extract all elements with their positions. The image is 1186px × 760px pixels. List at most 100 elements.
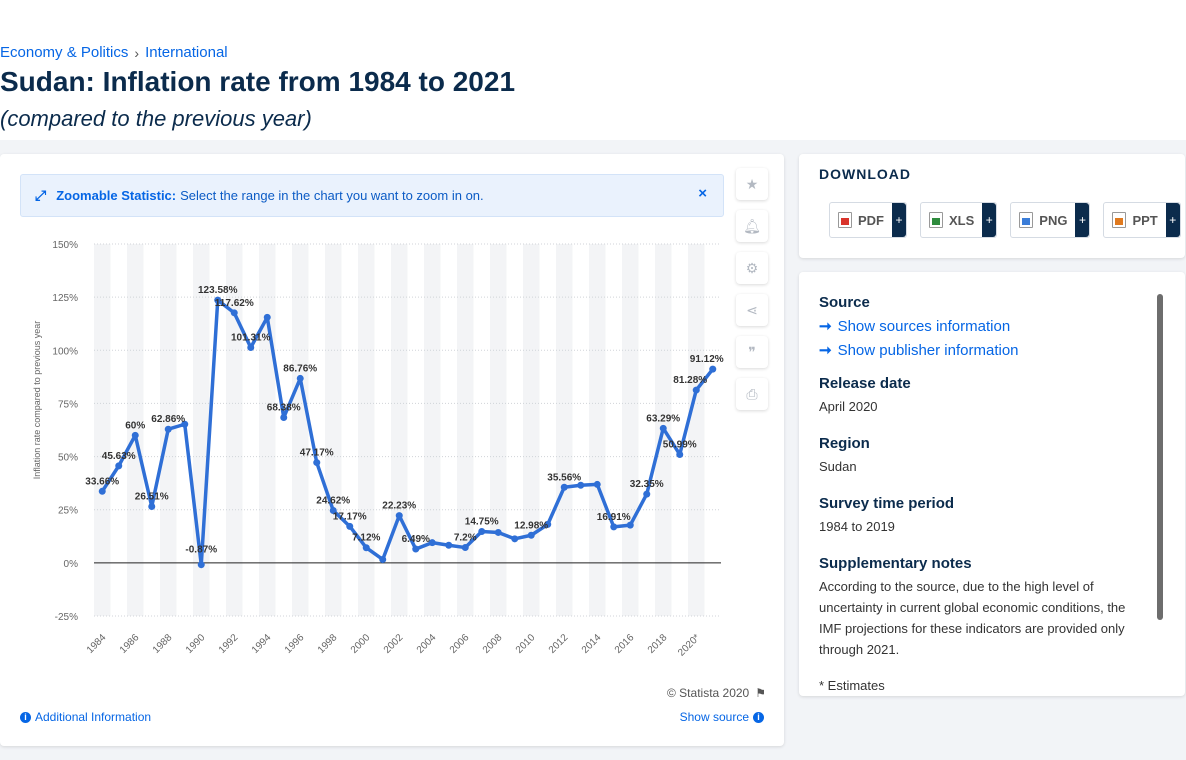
download-buttons: PDF + XLS + PNG + PPT + bbox=[829, 202, 1181, 238]
show-publisher-link[interactable]: ➞ Show publisher information bbox=[819, 339, 1139, 363]
data-point bbox=[412, 545, 420, 553]
data-label: 62.86% bbox=[151, 414, 185, 425]
star-icon[interactable]: ★ bbox=[736, 168, 768, 200]
x-tick-label: 2000 bbox=[349, 632, 373, 656]
grid-band bbox=[391, 244, 408, 616]
x-tick-label: 2018 bbox=[646, 632, 670, 656]
expand-icon: ⤢ bbox=[35, 187, 47, 203]
side-toolbar: ★ 🔔︎ ⚙ ⋖ ❞ ⎙ bbox=[736, 168, 768, 410]
data-label: 123.58% bbox=[198, 285, 238, 296]
show-source-link[interactable]: Show source i bbox=[680, 710, 764, 724]
x-tick-label: 2008 bbox=[481, 632, 505, 656]
grid-band bbox=[556, 244, 573, 616]
download-png-button[interactable]: PNG + bbox=[1010, 202, 1091, 238]
data-label: 50.99% bbox=[663, 439, 697, 450]
quote-icon[interactable]: ❞ bbox=[736, 336, 768, 368]
info-icon: i bbox=[753, 711, 764, 723]
grid-band bbox=[226, 244, 243, 616]
x-tick-label: 2020* bbox=[676, 632, 702, 658]
data-point bbox=[181, 420, 189, 428]
data-label: 68.38% bbox=[267, 403, 301, 414]
data-point bbox=[280, 414, 288, 422]
show-sources-label: Show sources information bbox=[837, 318, 1011, 335]
y-tick-label: 150% bbox=[52, 240, 78, 251]
estimates-footnote: * Estimates bbox=[819, 678, 885, 693]
inflation-line-chart[interactable]: -25% 0% 25% 50% 75% 100% 125% 150% Inflation rat… bbox=[0, 154, 730, 674]
x-tick-label: 1998 bbox=[316, 632, 340, 656]
download-xls-button[interactable]: XLS + bbox=[920, 202, 998, 238]
x-tick-label: 1994 bbox=[250, 632, 274, 656]
data-point bbox=[395, 512, 403, 520]
show-source-label: Show source bbox=[679, 710, 749, 724]
close-icon[interactable]: × bbox=[698, 185, 707, 202]
info-scrollbar-thumb[interactable] bbox=[1157, 294, 1163, 620]
data-point bbox=[643, 490, 651, 498]
grid-band bbox=[688, 244, 705, 616]
grid-band bbox=[325, 244, 342, 616]
data-label: -0.87% bbox=[185, 545, 217, 556]
grid-band bbox=[424, 244, 441, 616]
data-point bbox=[197, 561, 205, 569]
x-tick-label: 2006 bbox=[448, 632, 472, 656]
data-label: 14.75% bbox=[465, 517, 499, 528]
data-point bbox=[428, 539, 436, 547]
data-point bbox=[478, 528, 486, 536]
download-png-label: PNG bbox=[1039, 212, 1068, 228]
grid-band bbox=[94, 244, 111, 616]
survey-period-value: 1984 to 2019 bbox=[819, 519, 895, 534]
data-point bbox=[626, 521, 634, 529]
page-title: Sudan: Inflation rate from 1984 to 2021 bbox=[0, 66, 516, 97]
grid-band bbox=[457, 244, 474, 616]
bell-icon[interactable]: 🔔︎ bbox=[736, 210, 768, 242]
series-line bbox=[100, 298, 715, 567]
copyright-text: © Statista 2020 bbox=[667, 686, 750, 700]
x-tick-label: 1986 bbox=[118, 632, 142, 656]
breadcrumb-economy[interactable]: Economy & Politics bbox=[0, 44, 129, 61]
pdf-file-icon bbox=[838, 212, 852, 228]
data-label: 35.56% bbox=[547, 472, 581, 483]
grid-band bbox=[127, 244, 144, 616]
data-label: 7.12% bbox=[352, 533, 380, 544]
flag-icon[interactable]: ⚑ bbox=[755, 686, 766, 700]
grid-band bbox=[490, 244, 507, 616]
download-ppt-button[interactable]: PPT + bbox=[1103, 202, 1181, 238]
info-scrollbar[interactable] bbox=[1157, 294, 1163, 620]
data-point bbox=[560, 483, 568, 491]
data-label: 86.76% bbox=[283, 363, 317, 374]
data-point bbox=[676, 450, 684, 458]
header-band bbox=[0, 0, 1186, 140]
x-tick-label: 1990 bbox=[184, 632, 208, 656]
plus-icon: + bbox=[1075, 203, 1090, 237]
additional-info-link[interactable]: i Additional Information bbox=[20, 710, 151, 724]
arrow-right-icon: ➞ bbox=[819, 318, 832, 335]
show-sources-link[interactable]: ➞ Show sources information bbox=[819, 315, 1139, 339]
data-point bbox=[692, 386, 700, 394]
data-label: 16.91% bbox=[597, 512, 631, 523]
arrow-right-icon: ➞ bbox=[819, 342, 832, 359]
grid-band bbox=[523, 244, 540, 616]
data-point bbox=[131, 431, 139, 439]
data-point bbox=[115, 462, 123, 470]
data-point bbox=[329, 507, 337, 515]
data-point bbox=[296, 374, 304, 382]
print-icon[interactable]: ⎙ bbox=[736, 378, 768, 410]
supplementary-notes-label: Supplementary notes bbox=[819, 555, 972, 572]
data-point bbox=[577, 481, 585, 489]
data-label: 24.62% bbox=[316, 496, 350, 507]
data-label: 45.63% bbox=[102, 451, 136, 462]
data-label: 63.29% bbox=[646, 413, 680, 424]
y-tick-label: -25% bbox=[55, 612, 78, 623]
data-point bbox=[610, 523, 618, 531]
data-point bbox=[659, 424, 667, 432]
breadcrumb-international[interactable]: International bbox=[145, 44, 228, 61]
download-pdf-button[interactable]: PDF + bbox=[829, 202, 907, 238]
plus-icon: + bbox=[982, 203, 997, 237]
y-tick-label: 75% bbox=[58, 399, 78, 410]
data-point bbox=[379, 555, 387, 563]
gear-icon[interactable]: ⚙ bbox=[736, 252, 768, 284]
data-point bbox=[148, 503, 156, 511]
y-tick-label: 125% bbox=[52, 293, 78, 304]
share-icon[interactable]: ⋖ bbox=[736, 294, 768, 326]
zoom-banner-title: Zoomable Statistic: bbox=[56, 188, 177, 203]
data-point bbox=[346, 522, 354, 530]
